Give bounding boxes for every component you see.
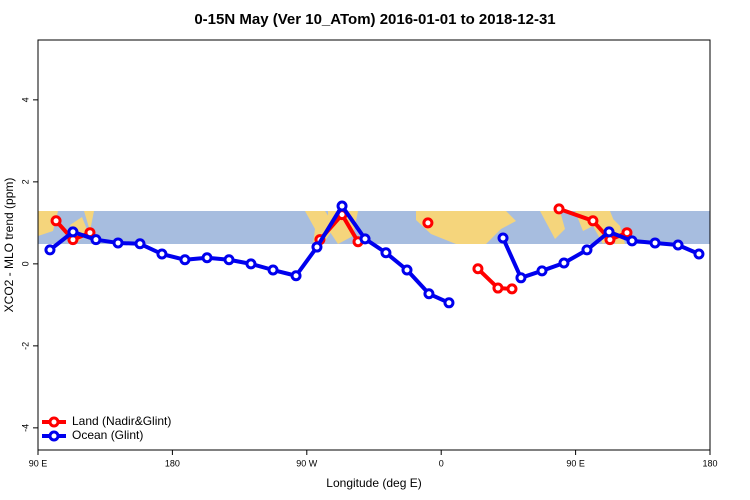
point [267,264,279,276]
point [311,241,323,253]
y-axis-label: XCO2 - MLO trend (ppm) [2,178,16,313]
plot-frame [37,39,711,451]
point [336,200,348,212]
point [672,239,684,251]
point [515,272,527,284]
point [245,258,257,270]
legend-label: Land (Nadir&Glint) [72,414,171,428]
point [443,297,455,309]
x-tick-label: 0 [439,458,444,468]
point [179,254,191,266]
point [492,282,504,294]
point [536,265,548,277]
y-tick-label: 0 [20,261,30,266]
point [290,270,302,282]
point [603,226,615,238]
legend-marker [48,430,60,442]
y-tick-label: 4 [20,97,30,102]
point [44,244,56,256]
point [472,263,484,275]
point [359,233,371,245]
x-tick-label: 90 E [566,458,585,468]
y-tick-label: -2 [20,342,30,350]
chart-title: 0-15N May (Ver 10_ATom) 2016-01-01 to 20… [194,11,555,28]
point [134,238,146,250]
point [380,247,392,259]
point [423,288,435,300]
x-tick-label: 180 [165,458,180,468]
point [422,217,434,229]
point [67,226,79,238]
point [553,203,565,215]
point [558,257,570,269]
point [649,237,661,249]
x-tick-label: 180 [702,458,717,468]
point [497,232,509,244]
point [693,248,705,260]
point [201,252,213,264]
point [156,248,168,260]
x-axis-label: Longitude (deg E) [326,476,421,490]
x-tick-label: 90 W [296,458,318,468]
legend-label: Ocean (Glint) [72,428,143,442]
point [90,234,102,246]
point [621,227,633,239]
point [506,283,518,295]
y-tick-label: 2 [20,179,30,184]
point [581,244,593,256]
series-line [501,229,700,280]
legend-marker [48,416,60,428]
point [587,215,599,227]
point [112,237,124,249]
point [50,215,62,227]
point [223,254,235,266]
point [626,235,638,247]
x-tick-label: 90 E [29,458,48,468]
point [401,264,413,276]
y-tick-label: -4 [20,424,30,432]
